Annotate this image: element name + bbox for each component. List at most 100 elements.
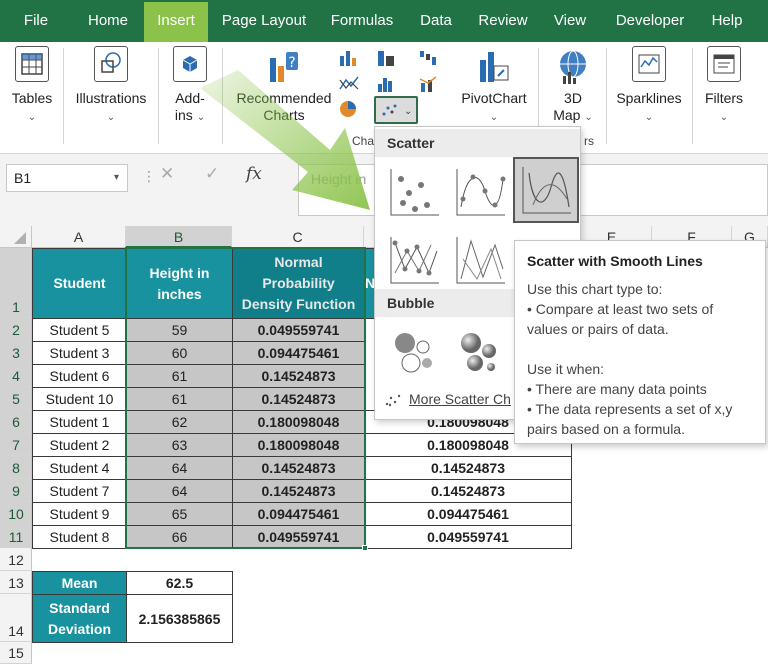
3d-bubble-option[interactable] bbox=[449, 321, 511, 383]
tab-data[interactable]: Data bbox=[420, 12, 452, 29]
d-column-cell[interactable]: 0.094475461 bbox=[364, 502, 572, 526]
hierarchy-chart-icon[interactable] bbox=[376, 48, 398, 68]
addins-button[interactable]: Add-ins ⌄ bbox=[166, 46, 214, 126]
row-header[interactable]: 3 bbox=[0, 341, 32, 364]
tab-help[interactable]: Help bbox=[711, 12, 743, 29]
npdf-cell[interactable]: 0.14524873 bbox=[232, 364, 365, 388]
tab-formulas[interactable]: Formulas bbox=[330, 12, 394, 29]
sparklines-button[interactable]: Sparklines ⌄ bbox=[612, 46, 686, 126]
row-header[interactable]: 5 bbox=[0, 387, 32, 410]
column-header-c[interactable]: C bbox=[232, 226, 364, 248]
student-cell[interactable]: Student 9 bbox=[32, 502, 127, 526]
row-header[interactable]: 13 bbox=[0, 571, 32, 594]
npdf-cell[interactable]: 0.14524873 bbox=[232, 456, 365, 480]
insert-function-icon[interactable]: fx bbox=[245, 164, 262, 184]
header-npdf[interactable]: Normal Probability Density Function bbox=[232, 248, 365, 319]
row-header[interactable]: 9 bbox=[0, 479, 32, 502]
scatter-straight-lines-option[interactable] bbox=[449, 229, 511, 291]
bubble-option[interactable] bbox=[383, 321, 445, 383]
d-column-cell[interactable]: 0.14524873 bbox=[364, 456, 572, 480]
scatter-straight-markers-option[interactable] bbox=[383, 229, 445, 291]
student-cell[interactable]: Student 5 bbox=[32, 318, 127, 342]
tab-insert[interactable]: Insert bbox=[144, 2, 208, 42]
row-header[interactable]: 7 bbox=[0, 433, 32, 456]
row-header[interactable]: 8 bbox=[0, 456, 32, 479]
tab-file[interactable]: File bbox=[23, 12, 49, 29]
npdf-cell[interactable]: 0.094475461 bbox=[232, 502, 365, 526]
height-cell[interactable]: 61 bbox=[126, 387, 233, 411]
npdf-cell[interactable]: 0.180098048 bbox=[232, 410, 365, 434]
height-cell[interactable]: 60 bbox=[126, 341, 233, 365]
column-header-b[interactable]: B bbox=[126, 226, 232, 248]
filter-icon bbox=[707, 46, 741, 82]
height-cell[interactable]: 61 bbox=[126, 364, 233, 388]
scatter-smooth-markers-option[interactable] bbox=[449, 161, 511, 223]
mean-label[interactable]: Mean bbox=[32, 571, 127, 595]
illustrations-button[interactable]: Illustrations ⌄ bbox=[70, 46, 152, 126]
waterfall-chart-icon[interactable] bbox=[418, 48, 440, 68]
statistic-chart-icon[interactable] bbox=[376, 74, 398, 94]
filters-button[interactable]: Filters ⌄ bbox=[698, 46, 750, 126]
d-column-cell[interactable]: 0.049559741 bbox=[364, 525, 572, 549]
student-cell[interactable]: Student 10 bbox=[32, 387, 127, 411]
row-header[interactable]: 1 bbox=[0, 248, 32, 318]
row-header[interactable]: 12 bbox=[0, 548, 32, 571]
cancel-icon[interactable]: ✕ bbox=[160, 164, 175, 183]
student-cell[interactable]: Student 4 bbox=[32, 456, 127, 480]
row-header[interactable]: 10 bbox=[0, 502, 32, 525]
row-header[interactable]: 2 bbox=[0, 318, 32, 341]
d-column-cell[interactable]: 0.14524873 bbox=[364, 479, 572, 503]
mean-value[interactable]: 62.5 bbox=[126, 571, 233, 595]
tab-review[interactable]: Review bbox=[478, 12, 528, 29]
name-box[interactable]: B1 ▾ bbox=[6, 164, 128, 192]
more-scatter-charts-link[interactable]: More Scatter Ch bbox=[383, 391, 511, 407]
3d-map-button[interactable]: 3D Map ⌄ bbox=[544, 46, 602, 126]
row-header[interactable]: 6 bbox=[0, 410, 32, 433]
select-all-corner[interactable] bbox=[0, 226, 32, 248]
line-chart-icon[interactable] bbox=[338, 74, 360, 94]
row-header[interactable]: 14 bbox=[0, 594, 32, 642]
student-cell[interactable]: Student 2 bbox=[32, 433, 127, 457]
npdf-cell[interactable]: 0.049559741 bbox=[232, 318, 365, 342]
tables-button[interactable]: Tables ⌄ bbox=[4, 46, 60, 126]
row-header[interactable]: 4 bbox=[0, 364, 32, 387]
scatter-smooth-lines-option[interactable] bbox=[513, 157, 579, 223]
enter-icon[interactable]: ✓ bbox=[204, 164, 220, 183]
student-cell[interactable]: Student 1 bbox=[32, 410, 127, 434]
header-height[interactable]: Height in inches bbox=[126, 248, 233, 319]
npdf-cell[interactable]: 0.094475461 bbox=[232, 341, 365, 365]
column-chart-icon[interactable] bbox=[338, 48, 360, 68]
fill-handle[interactable] bbox=[362, 545, 368, 551]
npdf-cell[interactable]: 0.14524873 bbox=[232, 479, 365, 503]
student-cell[interactable]: Student 8 bbox=[32, 525, 127, 549]
scatter-chart-button[interactable]: ⌄ bbox=[374, 96, 418, 124]
height-cell[interactable]: 65 bbox=[126, 502, 233, 526]
pie-chart-icon[interactable] bbox=[338, 98, 360, 118]
combo-chart-icon[interactable] bbox=[418, 74, 440, 94]
scatter-option[interactable] bbox=[383, 161, 445, 223]
sd-label[interactable]: Standard Deviation bbox=[32, 594, 127, 643]
npdf-cell[interactable]: 0.14524873 bbox=[232, 387, 365, 411]
student-cell[interactable]: Student 6 bbox=[32, 364, 127, 388]
tab-developer[interactable]: Developer bbox=[615, 12, 685, 29]
tab-page-layout[interactable]: Page Layout bbox=[221, 12, 307, 29]
student-cell[interactable]: Student 3 bbox=[32, 341, 127, 365]
pivotchart-button[interactable]: PivotChart ⌄ bbox=[456, 46, 532, 126]
npdf-cell[interactable]: 0.049559741 bbox=[232, 525, 365, 549]
height-cell[interactable]: 64 bbox=[126, 456, 233, 480]
height-cell[interactable]: 62 bbox=[126, 410, 233, 434]
tab-view[interactable]: View bbox=[553, 12, 587, 29]
row-header[interactable]: 11 bbox=[0, 525, 32, 548]
recommended-charts-button[interactable]: ? Recommended Charts bbox=[232, 46, 336, 124]
height-cell[interactable]: 59 bbox=[126, 318, 233, 342]
sd-value[interactable]: 2.156385865 bbox=[126, 594, 233, 643]
height-cell[interactable]: 63 bbox=[126, 433, 233, 457]
tab-home[interactable]: Home bbox=[87, 12, 128, 29]
height-cell[interactable]: 64 bbox=[126, 479, 233, 503]
student-cell[interactable]: Student 7 bbox=[32, 479, 127, 503]
header-student[interactable]: Student bbox=[32, 248, 127, 319]
row-header[interactable]: 15 bbox=[0, 642, 32, 664]
height-cell[interactable]: 66 bbox=[126, 525, 233, 549]
column-header-a[interactable]: A bbox=[32, 226, 126, 248]
npdf-cell[interactable]: 0.180098048 bbox=[232, 433, 365, 457]
